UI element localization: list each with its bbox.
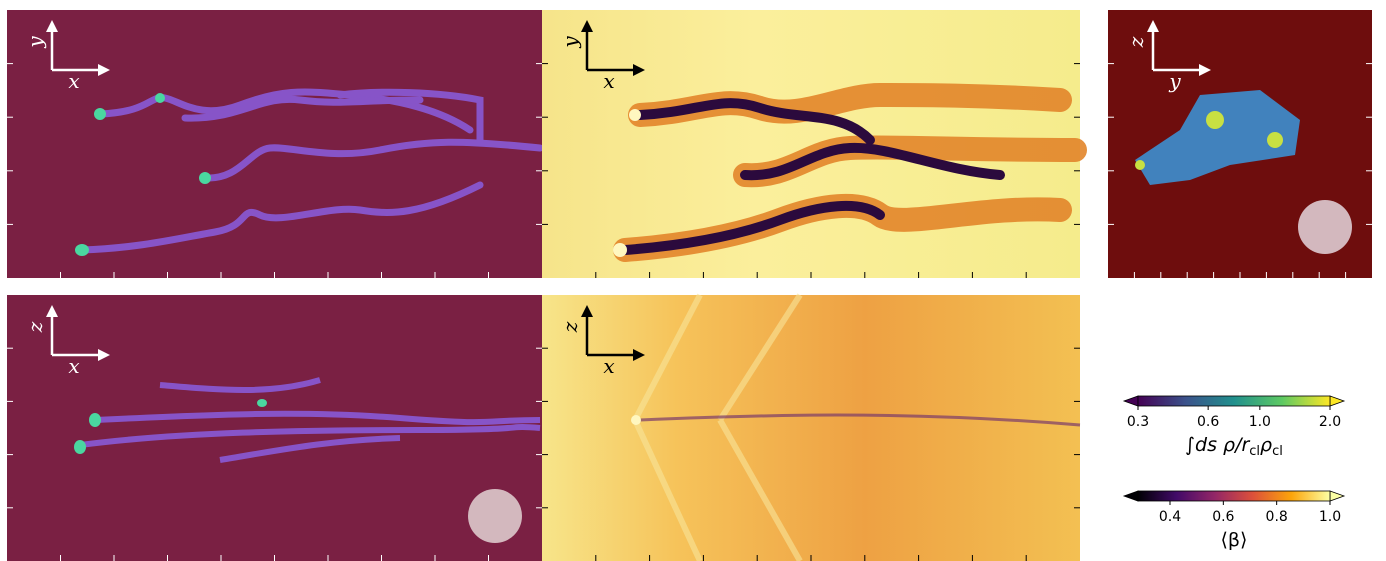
colorbar-tick-label: 2.0: [1319, 414, 1341, 430]
panel-density-xy: [7, 10, 542, 278]
panel-density-xz: [7, 295, 542, 561]
colorbar-label: ∫ds ρ/rclρcl: [1185, 434, 1283, 459]
figure: yxyxzyzxzx 0.30.61.02.0∫ds ρ/rclρcl0.40.…: [0, 0, 1386, 561]
label-part: cl: [1272, 444, 1283, 459]
colorbar-tick-label: 1.0: [1319, 509, 1341, 525]
panel-beta-xz: [542, 295, 1080, 561]
panel-density-yz: [1108, 10, 1372, 278]
label-part: ⟨β⟩: [1221, 529, 1248, 551]
axis-label: y: [558, 36, 582, 49]
axis-label: z: [23, 321, 47, 333]
resolution-circle: [1298, 200, 1352, 254]
colorbar-tick-label: 0.8: [1266, 509, 1288, 525]
label-part: cl: [1249, 444, 1260, 459]
colorbar: [1138, 491, 1330, 501]
axis-label: x: [603, 69, 614, 93]
colorbar: [1138, 396, 1330, 406]
axis-label: x: [603, 354, 614, 378]
axis-label: x: [68, 69, 79, 93]
axis-label: z: [558, 321, 582, 333]
axis-label: y: [1168, 69, 1181, 93]
colorbar-extend-high: [1330, 396, 1344, 406]
resolution-circle: [468, 489, 522, 543]
colorbar-tick-label: 0.3: [1127, 414, 1149, 430]
colorbar-tick-label: 1.0: [1249, 414, 1271, 430]
colorbar-tick-label: 0.6: [1212, 509, 1234, 525]
colorbar-extend-high: [1330, 491, 1344, 501]
axis-label: z: [1124, 36, 1148, 48]
axis-label: y: [23, 36, 47, 49]
colorbar-extend-low: [1124, 396, 1138, 406]
axis-label: x: [68, 354, 79, 378]
colorbar-tick-label: 0.4: [1159, 509, 1181, 525]
label-part: ρ: [1260, 434, 1272, 456]
colorbar-label: ⟨β⟩: [1221, 529, 1248, 551]
colorbar-extend-low: [1124, 491, 1138, 501]
colorbar-tick-label: 0.6: [1197, 414, 1219, 430]
label-part: ∫ds ρ/r: [1185, 434, 1250, 456]
panel-beta-xy: [542, 10, 1080, 278]
